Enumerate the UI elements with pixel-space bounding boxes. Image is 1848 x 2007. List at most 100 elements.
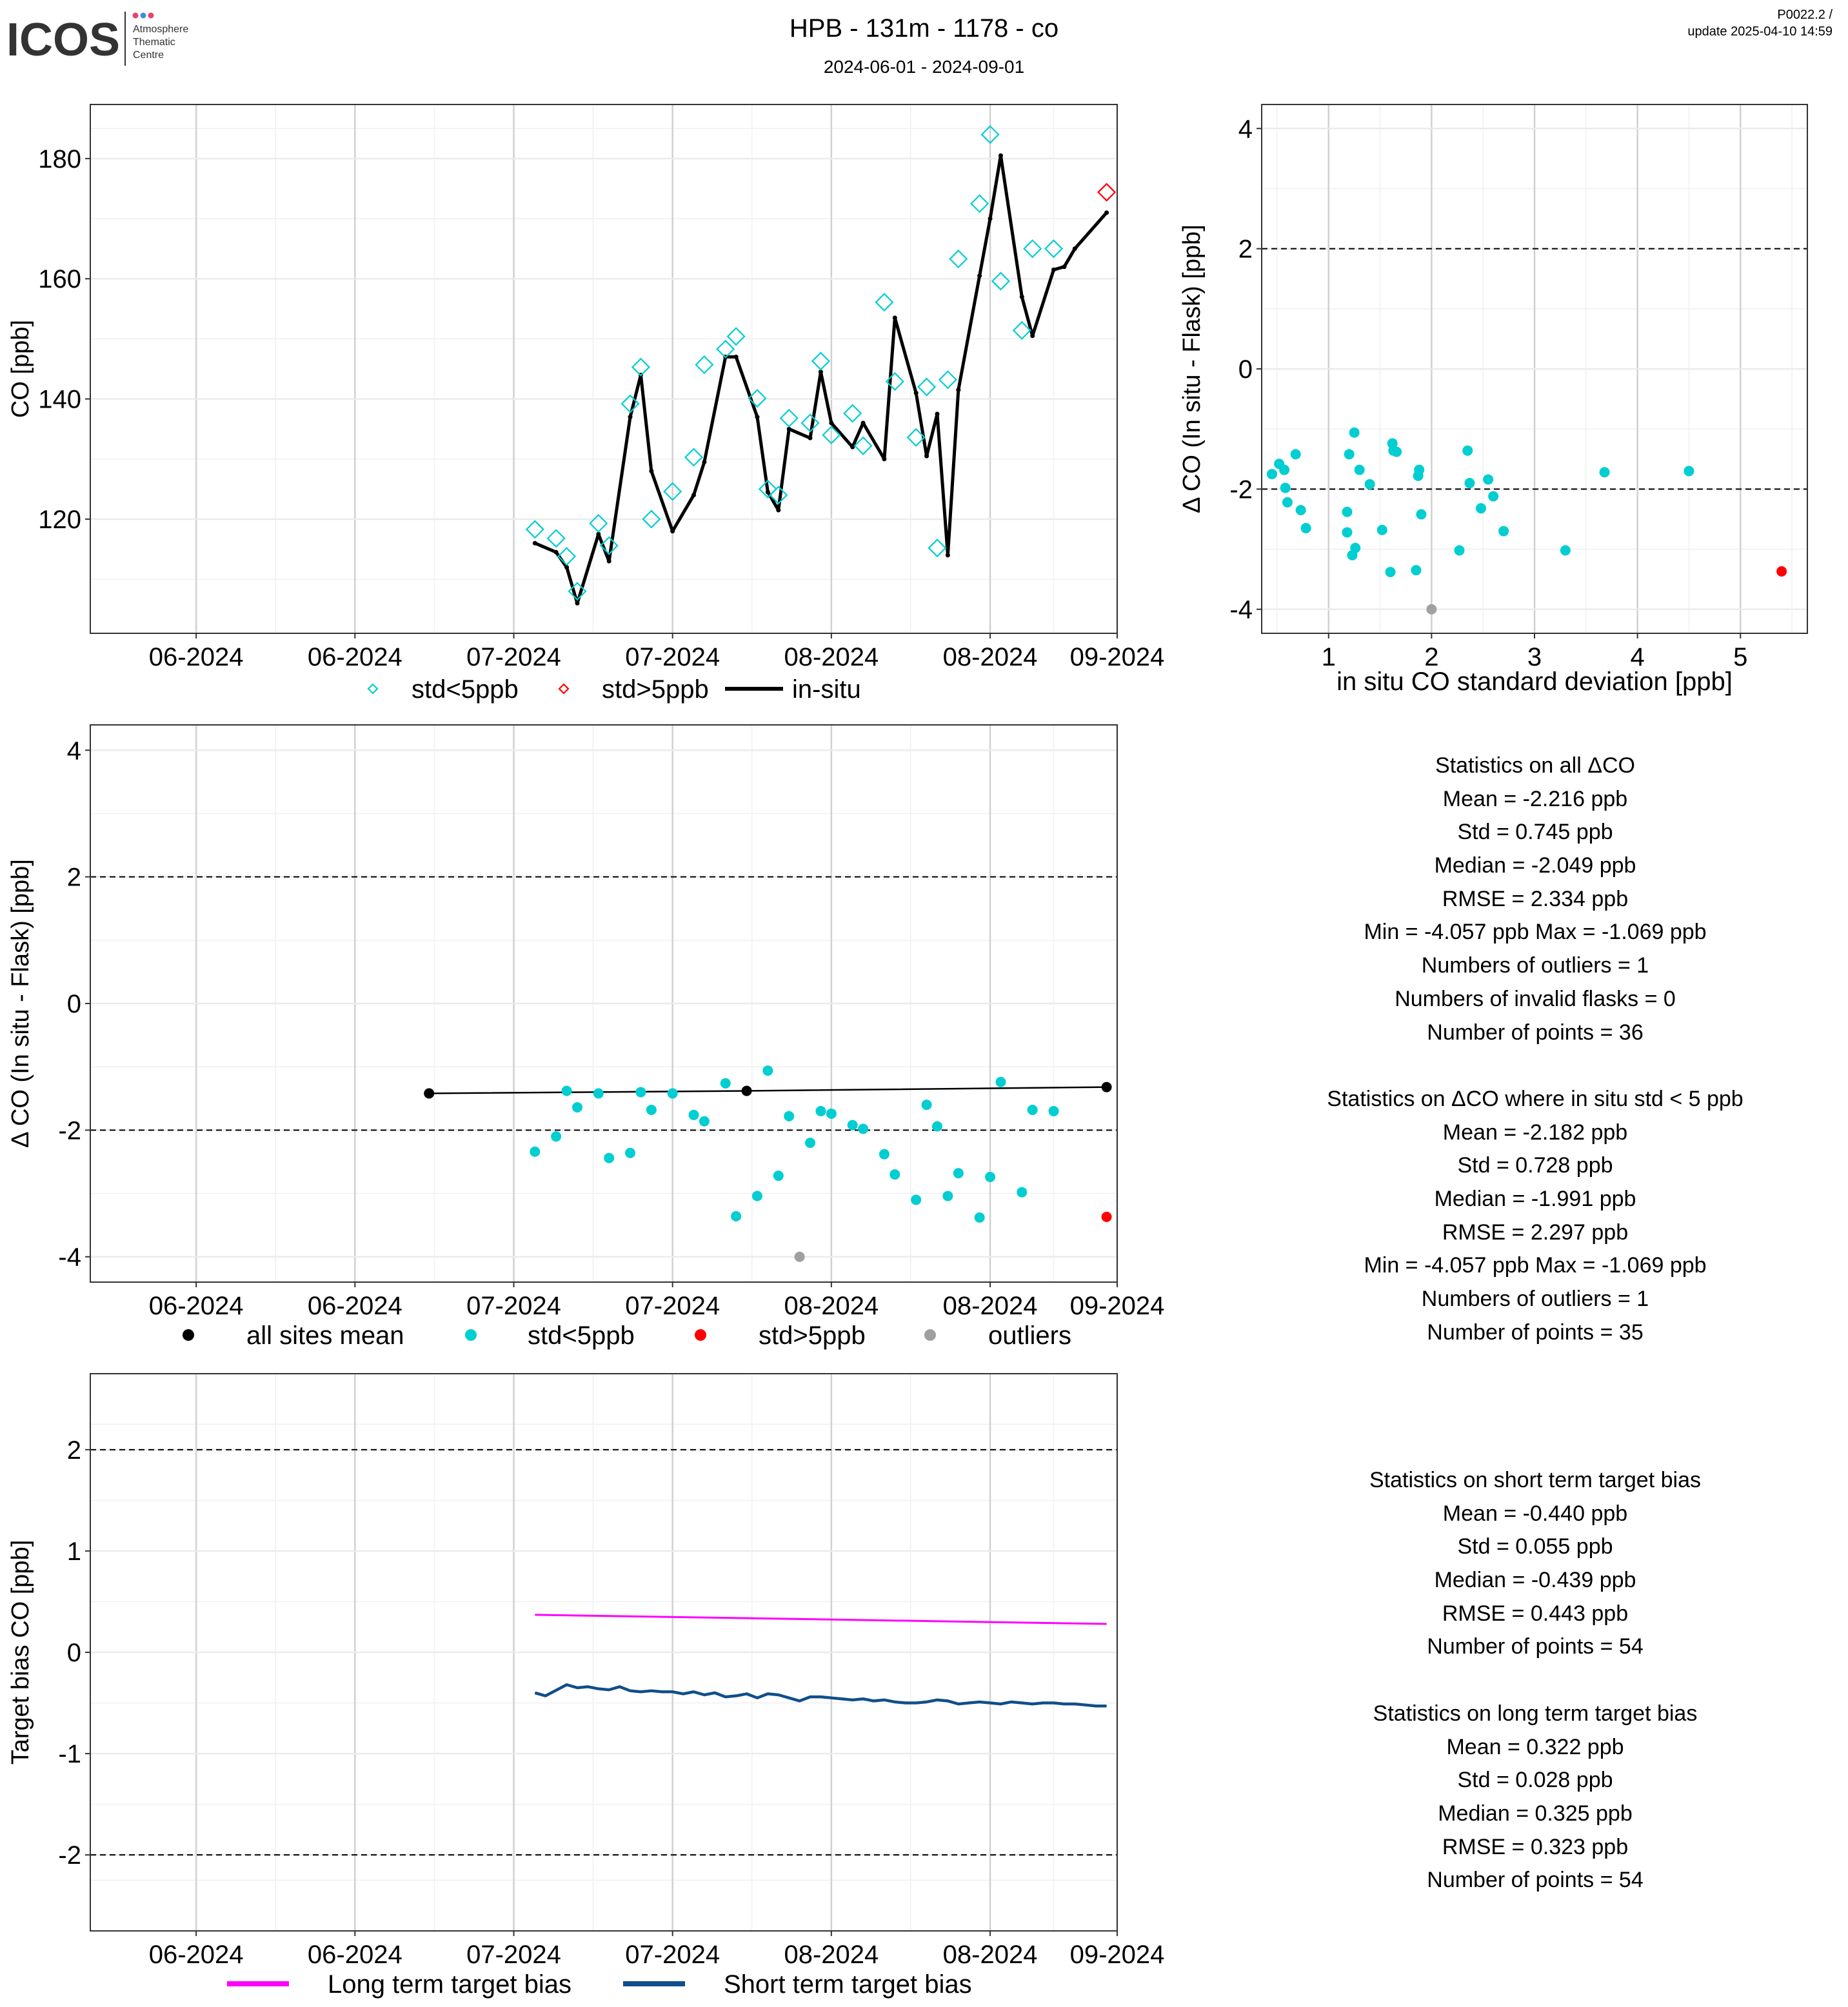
y-axis-label: Δ CO (In situ - Flask) [ppb] (7, 859, 34, 1148)
flask-std-lt5-marker (684, 448, 704, 467)
std-lt5-point (974, 1212, 985, 1223)
std-lt5-point (1599, 467, 1610, 478)
logo-sub-line: Thematic (133, 37, 175, 48)
x-tick-label: 3 (1527, 643, 1542, 671)
std-lt5-point (858, 1123, 869, 1134)
std-lt5-point (561, 1085, 572, 1096)
in-situ-point (765, 489, 770, 495)
flask-std-lt5-marker (917, 377, 937, 397)
in-situ-point (776, 508, 781, 513)
in-situ-point (564, 565, 570, 569)
std-lt5-point (1376, 524, 1387, 535)
y-tick-label: -2 (58, 1116, 81, 1145)
in-situ-point (702, 459, 707, 464)
std-lt5-point (889, 1169, 900, 1180)
flask-std-lt5-marker (1023, 239, 1042, 259)
stats-line: RMSE = 2.297 ppb (1442, 1220, 1629, 1245)
flask-std-lt5-marker (695, 355, 714, 375)
std-lt5-point (773, 1171, 784, 1181)
x-tick-label: 09-2024 (1070, 1292, 1165, 1320)
in-situ-point (1062, 264, 1067, 270)
std-lt5-point (1454, 545, 1465, 556)
std-lt5-point (1027, 1104, 1038, 1115)
y-axis-label: Target bias CO [ppb] (7, 1540, 34, 1765)
in-situ-point (945, 553, 950, 558)
flask-std-lt5-marker (811, 351, 831, 371)
in-situ-point (818, 370, 823, 375)
x-tick-label: 07-2024 (625, 1292, 720, 1320)
stats-line: Std = 0.745 ppb (1457, 820, 1613, 845)
stats-line: Median = 0.325 ppb (1438, 1801, 1633, 1826)
page-title: HPB - 131m - 1178 - co (789, 14, 1059, 43)
x-tick-label: 09-2024 (1070, 643, 1165, 671)
in-situ-point (1072, 246, 1077, 252)
in-situ-point (596, 531, 601, 537)
x-tick-label: 06-2024 (308, 1292, 402, 1320)
std-lt5-point (551, 1131, 562, 1142)
plot-area (90, 1374, 1118, 1931)
std-lt5-point (1344, 449, 1355, 460)
flask-std-lt5-marker (991, 272, 1011, 291)
x-tick-label: 06-2024 (149, 643, 244, 671)
in-situ-point (860, 420, 866, 426)
std-lt5-point (1342, 527, 1353, 538)
std-lt5-point (1280, 482, 1291, 493)
flask-std-lt5-marker (1044, 239, 1064, 259)
all-sites-mean-point (1101, 1082, 1112, 1092)
x-tick-label: 2 (1424, 643, 1438, 671)
in-situ-point (988, 216, 993, 221)
std-lt5-point (635, 1087, 646, 1098)
legend-key (924, 1329, 936, 1341)
plot-area (1262, 104, 1807, 633)
std-lt5-point (1364, 479, 1375, 489)
flask-std-lt5-marker (589, 513, 608, 533)
flask-std-lt5-marker (980, 125, 1000, 144)
in-situ-point (691, 493, 697, 498)
std-lt5-point (1266, 469, 1277, 480)
in-situ-point (670, 529, 675, 534)
x-tick-label: 07-2024 (466, 1941, 561, 1969)
flask-std-lt5-marker (642, 509, 661, 529)
std-lt5-point (530, 1146, 541, 1157)
version-label: P0022.2 / (1777, 8, 1833, 22)
y-axis-label: Δ CO (In situ - Flask) [ppb] (1178, 224, 1206, 513)
std-lt5-point (593, 1088, 604, 1099)
short-term-bias-line (534, 1683, 1107, 1708)
stats-line: Number of points = 36 (1427, 1020, 1644, 1045)
in-situ-point (1019, 294, 1024, 299)
stats-title: Statistics on long term target bias (1373, 1701, 1698, 1726)
x-tick-label: 06-2024 (149, 1941, 244, 1969)
in-situ-point (913, 390, 919, 395)
stats-line: Std = 0.028 ppb (1457, 1768, 1613, 1793)
flask-std-lt5-marker (568, 582, 587, 601)
flask-std-lt5-marker (769, 486, 788, 505)
update-timestamp: update 2025-04-10 14:59 (1687, 25, 1833, 39)
std-lt5-point (1498, 526, 1509, 537)
std-lt5-point (805, 1138, 816, 1148)
stats-line: Mean = -2.182 ppb (1442, 1120, 1628, 1145)
std-lt5-point (826, 1108, 837, 1119)
y-tick-label: 4 (1238, 115, 1253, 143)
x-tick-label: 1 (1322, 643, 1336, 671)
y-tick-label: -2 (1229, 475, 1253, 504)
in-situ-point (628, 415, 633, 420)
in-situ-point (829, 420, 834, 426)
std-lt5-point (784, 1111, 795, 1122)
x-tick-label: 08-2024 (784, 643, 879, 671)
flask-std-lt5-marker (843, 404, 862, 423)
std-lt5-point (1300, 522, 1311, 533)
stats-spacer (1264, 1664, 1806, 1697)
page-subtitle: 2024-06-01 - 2024-09-01 (823, 57, 1025, 77)
y-tick-label: 120 (38, 506, 81, 534)
all-sites-mean-point (741, 1085, 752, 1096)
std-lt5-point (751, 1191, 762, 1201)
std-lt5-point (646, 1104, 657, 1115)
logo-sub-line: Centre (133, 50, 164, 61)
y-tick-label: 0 (1238, 355, 1253, 384)
flask-std-lt5-marker (557, 547, 577, 566)
in-situ-point (1051, 267, 1057, 272)
stats-title: Statistics on ΔCO where in situ std < 5 … (1327, 1086, 1744, 1111)
std-lt5-point (921, 1100, 932, 1111)
flask-std-lt5-marker (546, 529, 566, 548)
in-situ-point (553, 549, 559, 555)
